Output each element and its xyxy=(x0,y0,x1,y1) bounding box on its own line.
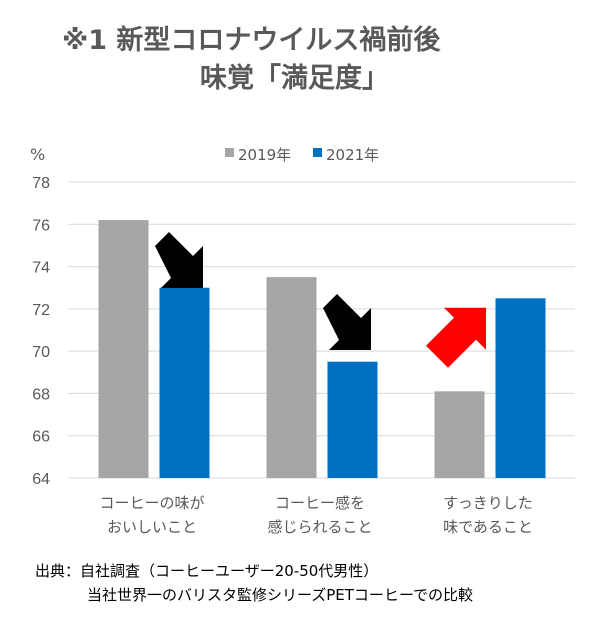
bar-2019 xyxy=(434,391,485,478)
source-line2: 当社世界一のバリスタ監修シリーズPETコーヒーでの比較 xyxy=(87,586,474,604)
category-label: 味であること xyxy=(443,518,533,536)
bar-2019 xyxy=(266,277,317,478)
y-tick-label: 64 xyxy=(32,471,50,488)
y-axis-unit: % xyxy=(30,145,45,164)
bar-2021 xyxy=(159,287,210,478)
category-label: コーヒー感を xyxy=(275,494,365,512)
y-tick-label: 72 xyxy=(32,302,50,319)
chart-title-line1: ※1 新型コロナウイルス禍前後 xyxy=(62,25,441,56)
source-line1: 出典：自社調査（コーヒーユーザー20-50代男性） xyxy=(35,562,379,580)
category-label: すっきりした xyxy=(443,494,532,512)
legend-label: 2019年 xyxy=(238,146,291,164)
category-label: 感じられること xyxy=(267,518,372,536)
legend-swatch xyxy=(313,148,322,157)
y-tick-label: 78 xyxy=(32,175,50,192)
down-arrow-icon xyxy=(155,232,203,288)
chart-title-line2: 味覚「満足度」 xyxy=(200,63,389,94)
y-tick-label: 70 xyxy=(32,344,50,361)
category-label: コーヒーの味が xyxy=(99,494,204,512)
category-label: おいしいこと xyxy=(107,518,197,536)
y-tick-label: 74 xyxy=(32,260,50,277)
legend-swatch xyxy=(225,148,234,157)
bar-2021 xyxy=(327,361,378,478)
bar-2021 xyxy=(495,298,546,478)
up-arrow-icon xyxy=(426,307,486,368)
legend-label: 2021年 xyxy=(326,146,379,164)
y-tick-label: 76 xyxy=(32,217,50,234)
y-tick-label: 66 xyxy=(32,429,50,446)
down-arrow-icon xyxy=(323,294,371,350)
bar-2019 xyxy=(98,220,149,479)
y-tick-label: 68 xyxy=(32,386,50,403)
